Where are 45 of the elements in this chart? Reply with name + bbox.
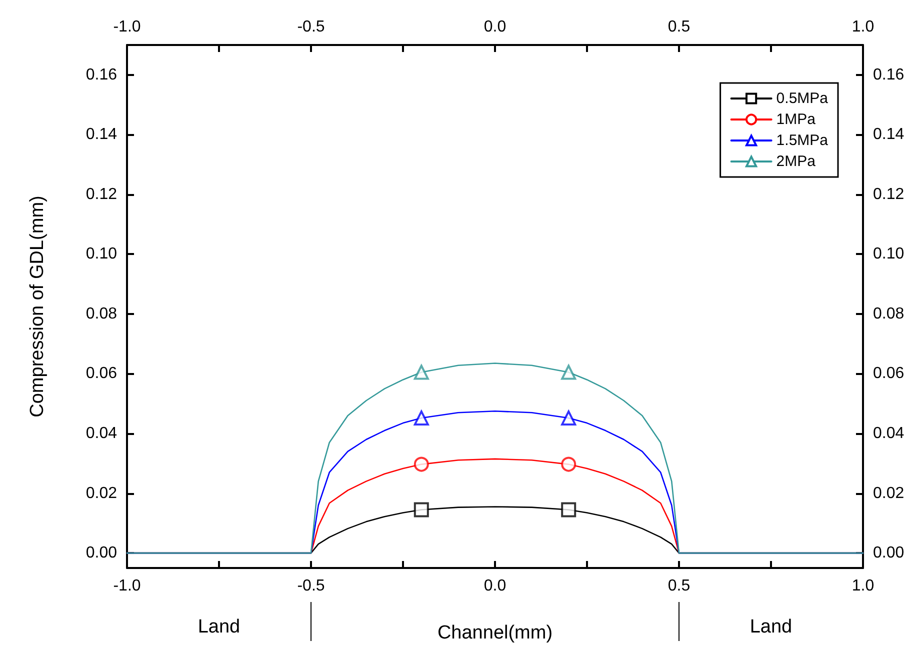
y2-tick-label: 0.14: [873, 126, 904, 144]
y-tick-label: 0.00: [86, 544, 118, 562]
y-tick-label: 0.12: [86, 186, 118, 203]
y-tick-label: 0.10: [86, 246, 118, 263]
y2-tick-label: 0.02: [873, 484, 904, 502]
y-tick-label: 0.06: [86, 365, 118, 382]
y2-tick-label: 0.00: [873, 544, 904, 562]
x-axis-title: Channel(mm): [437, 622, 553, 644]
y2-tick-label: 0.12: [873, 186, 904, 203]
y-axis-title: Compression of GDL(mm): [27, 196, 48, 418]
legend-label: 2MPa: [776, 153, 816, 170]
x-tick-label: -1.0: [113, 578, 141, 594]
point: [414, 456, 429, 472]
x2-tick-label: 0.5: [668, 18, 690, 36]
point: [561, 364, 576, 380]
x2-tick-label: 1.0: [852, 18, 874, 36]
point: [561, 456, 576, 472]
x-tick-label: 1.0: [852, 578, 874, 594]
legend-label: 1MPa: [776, 111, 816, 128]
y2-tick-label: 0.16: [873, 66, 904, 84]
x-tick-label: 0.5: [668, 578, 690, 594]
point: [561, 410, 576, 426]
line-series: [126, 362, 864, 554]
text: Land: [750, 616, 792, 638]
point: [414, 410, 429, 426]
legend-label: 1.5MPa: [776, 132, 829, 149]
y2-tick-label: 0.06: [873, 365, 904, 382]
point: [414, 502, 429, 518]
x2-tick-label: 0.0: [484, 18, 506, 36]
x2-tick-label: -0.5: [297, 18, 325, 36]
y2-tick-label: 0.04: [873, 425, 904, 442]
y-tick-label: 0.14: [86, 126, 118, 144]
y-tick-label: 0.02: [86, 484, 118, 502]
x2-tick-label: -1.0: [113, 18, 141, 36]
legend-label: 0.5MPa: [776, 90, 829, 107]
x-tick-label: 0.0: [484, 578, 506, 594]
text: Land: [198, 616, 240, 638]
y2-tick-label: 0.10: [873, 246, 904, 263]
y2-tick-label: 0.08: [873, 305, 904, 322]
x-tick-label: -0.5: [297, 578, 325, 594]
y-tick-label: 0.04: [86, 425, 118, 442]
y-tick-label: 0.16: [86, 66, 118, 84]
point: [561, 502, 576, 518]
y-tick-label: 0.08: [86, 305, 118, 322]
point: [414, 364, 429, 380]
